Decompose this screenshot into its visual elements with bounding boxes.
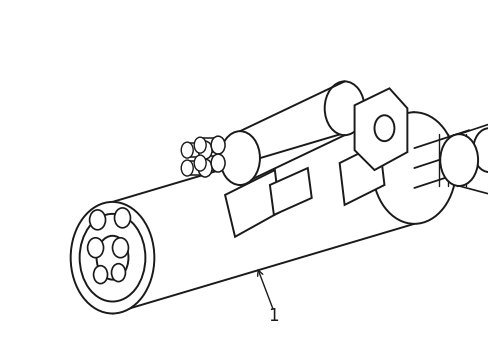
Ellipse shape xyxy=(194,137,206,153)
Ellipse shape xyxy=(472,128,488,172)
Ellipse shape xyxy=(181,160,193,176)
Ellipse shape xyxy=(181,142,193,158)
Ellipse shape xyxy=(96,236,128,280)
Polygon shape xyxy=(224,170,279,237)
Ellipse shape xyxy=(372,112,455,224)
Ellipse shape xyxy=(211,154,224,172)
Polygon shape xyxy=(339,143,384,205)
Ellipse shape xyxy=(71,202,154,314)
Ellipse shape xyxy=(324,81,364,135)
Ellipse shape xyxy=(439,134,477,186)
Ellipse shape xyxy=(211,136,224,154)
Ellipse shape xyxy=(198,159,212,177)
Polygon shape xyxy=(354,88,407,170)
Ellipse shape xyxy=(198,141,212,159)
Ellipse shape xyxy=(89,210,105,230)
Ellipse shape xyxy=(93,266,107,284)
Ellipse shape xyxy=(114,208,130,228)
Ellipse shape xyxy=(87,238,103,258)
Ellipse shape xyxy=(194,155,206,171)
Polygon shape xyxy=(269,168,311,215)
Ellipse shape xyxy=(374,115,394,141)
Ellipse shape xyxy=(220,131,260,185)
Text: 1: 1 xyxy=(268,307,279,325)
Ellipse shape xyxy=(112,238,128,258)
Ellipse shape xyxy=(80,214,145,302)
Ellipse shape xyxy=(111,264,125,282)
